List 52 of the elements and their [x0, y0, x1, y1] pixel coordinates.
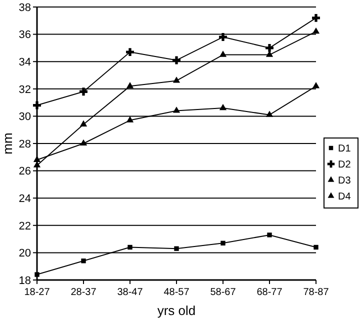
x-tick-label: 28-37	[70, 287, 97, 298]
point	[219, 33, 227, 42]
point	[267, 232, 272, 238]
y-tick-label: 18	[18, 274, 31, 287]
point	[33, 101, 41, 110]
point	[220, 240, 226, 246]
x-tick-label: 38-47	[117, 287, 144, 298]
point	[174, 246, 179, 251]
x-tick-label: 48-57	[164, 287, 190, 298]
point	[126, 82, 134, 88]
y-tick-label: 30	[18, 111, 31, 124]
point	[314, 244, 318, 250]
point	[80, 120, 88, 126]
point	[312, 82, 320, 88]
x-tick-label: 68-77	[256, 287, 283, 298]
point	[128, 244, 132, 250]
point	[126, 48, 134, 56]
point	[312, 14, 320, 22]
point	[80, 88, 88, 96]
x-tick-label: 18-27	[24, 287, 50, 298]
x-tick-label: 78-87	[303, 287, 330, 298]
y-axis-title: mm	[0, 132, 15, 154]
point	[266, 110, 274, 117]
x-tick-label: 58-67	[210, 287, 236, 298]
legend-label: D4	[338, 192, 352, 202]
point	[80, 139, 88, 146]
y-tick-label: 32	[18, 84, 31, 96]
point	[219, 50, 227, 57]
point	[219, 104, 227, 110]
y-tick-label: 20	[18, 248, 31, 260]
legend-label: D1	[338, 144, 352, 154]
point	[266, 44, 274, 52]
point	[172, 106, 180, 113]
point	[266, 50, 274, 57]
point	[33, 156, 41, 162]
y-tick-label: 24	[18, 192, 31, 205]
y-tick-label: 38	[18, 2, 31, 14]
legend-label: D3	[338, 176, 352, 186]
point	[172, 76, 180, 83]
point	[34, 272, 40, 277]
point	[81, 258, 86, 264]
point	[126, 116, 134, 122]
point	[33, 161, 41, 168]
point	[172, 56, 180, 64]
y-tick-label: 36	[18, 29, 31, 42]
legend-label: D2	[338, 160, 352, 170]
y-tick-label: 28	[18, 138, 31, 150]
y-tick-label: 34	[18, 56, 31, 68]
y-tick-label: 26	[18, 166, 31, 178]
y-tick-label: 22	[18, 220, 31, 232]
x-axis-title: yrs old	[157, 303, 196, 318]
point	[312, 27, 320, 34]
